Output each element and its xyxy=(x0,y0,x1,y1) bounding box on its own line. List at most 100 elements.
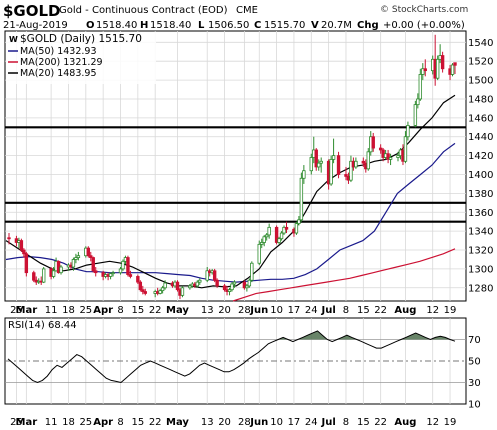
high-value: 1518.40 xyxy=(150,20,191,31)
candle xyxy=(262,234,266,247)
candle-body xyxy=(195,281,200,287)
candle xyxy=(74,253,78,264)
date-tick-label: 24 xyxy=(305,305,318,316)
date-tick-label: 8 xyxy=(343,305,349,316)
price-tick-label: 1500 xyxy=(468,76,493,87)
candle-body xyxy=(277,238,281,243)
candle xyxy=(314,148,318,171)
candle-body xyxy=(329,158,333,185)
candle-body xyxy=(378,147,383,151)
candle-body xyxy=(111,272,115,275)
candle xyxy=(274,225,279,245)
candle xyxy=(91,256,95,273)
rsi-legend: RSI(14) 68.44 xyxy=(8,320,77,331)
price-tick-label: 1400 xyxy=(468,170,493,181)
candle xyxy=(51,267,56,279)
ticker-symbol: $GOLD xyxy=(3,2,61,20)
price-candles xyxy=(7,34,457,300)
rsi-tick-label: 10 xyxy=(468,400,481,411)
date-tick-label: Mar xyxy=(16,305,38,316)
date-tick-label: 20 xyxy=(218,417,231,428)
candle xyxy=(188,284,192,290)
candle xyxy=(22,248,26,258)
price-tick-label: 1320 xyxy=(468,246,493,257)
price-tick-label: 1460 xyxy=(468,113,493,124)
candle xyxy=(212,268,217,283)
candle xyxy=(195,280,200,288)
candle-body xyxy=(336,155,341,175)
date-tick-label: 10 xyxy=(270,417,283,428)
date-tick-label: 19 xyxy=(444,305,457,316)
candle-body xyxy=(198,279,202,283)
candle-body xyxy=(388,157,393,160)
legend-price: $GOLD (Daily) 1515.70 xyxy=(20,33,142,45)
candle xyxy=(294,221,299,235)
candle-body xyxy=(128,274,133,277)
candle xyxy=(361,157,366,167)
volume-label: V xyxy=(311,20,319,31)
candle xyxy=(128,270,133,279)
candle-body xyxy=(314,149,318,168)
candle-body xyxy=(309,157,313,172)
candle xyxy=(354,157,358,169)
candle xyxy=(284,221,289,234)
candle xyxy=(264,233,269,241)
date-tick-label: 25 xyxy=(79,417,92,428)
date-tick-label: 24 xyxy=(305,417,318,428)
candle-body xyxy=(143,291,147,294)
change-value: +0.00 (+0.00%) xyxy=(383,20,465,31)
candle xyxy=(344,166,348,181)
candle-body xyxy=(126,257,130,275)
candle xyxy=(247,278,252,288)
date-tick-label: 8 xyxy=(117,417,123,428)
candle xyxy=(230,282,234,292)
candle xyxy=(163,280,167,290)
price-legend: W $GOLD (Daily) 1515.70 MA(50) 1432.93 M… xyxy=(6,32,156,84)
rsi-panel-frame xyxy=(4,317,467,405)
price-tick-label: 1520 xyxy=(468,57,493,68)
candle-body xyxy=(32,272,36,281)
candle xyxy=(86,246,90,258)
candle-body xyxy=(245,285,249,289)
candle xyxy=(267,223,271,239)
candle xyxy=(349,155,353,183)
support-resistance-lines xyxy=(5,126,466,223)
candle-body xyxy=(354,160,358,168)
ma-line-ma200 xyxy=(232,248,456,302)
candle xyxy=(198,278,202,285)
candle xyxy=(89,251,93,262)
open-value: 1518.40 xyxy=(96,20,137,31)
candle-body xyxy=(175,281,180,291)
price-tick-label: 1280 xyxy=(468,283,493,294)
candle-body xyxy=(188,285,192,289)
candle-body xyxy=(227,289,232,292)
candle xyxy=(277,236,281,245)
candle-body xyxy=(51,270,56,277)
candle-body xyxy=(71,259,76,268)
price-tick-label: 1440 xyxy=(468,132,493,143)
candle-body xyxy=(136,276,140,283)
date-tick-label: 17 xyxy=(288,305,301,316)
candle xyxy=(329,155,333,186)
rsi-line xyxy=(7,330,456,384)
candle xyxy=(232,280,237,288)
date-tick-label: 12 xyxy=(426,305,439,316)
candle-body xyxy=(297,219,301,224)
date-tick-label: Jul xyxy=(320,417,335,428)
candle xyxy=(245,284,249,292)
candle xyxy=(309,153,313,175)
candle-body xyxy=(74,257,78,260)
candle-body xyxy=(242,281,247,289)
candle xyxy=(180,285,185,298)
watermark-text: © StockCharts.com xyxy=(380,5,468,15)
date-tick-label: 17 xyxy=(288,417,301,428)
candle-body xyxy=(222,285,227,291)
candle xyxy=(141,285,145,295)
candle-body xyxy=(403,136,408,162)
price-y-axis: 1280 1300 1320 1340 1360 1380 1400 1420 1440 1460… xyxy=(468,38,493,294)
candle xyxy=(386,149,390,164)
candle-body xyxy=(294,223,299,234)
candle-body xyxy=(118,268,123,274)
price-tick-label: 1480 xyxy=(468,94,493,105)
